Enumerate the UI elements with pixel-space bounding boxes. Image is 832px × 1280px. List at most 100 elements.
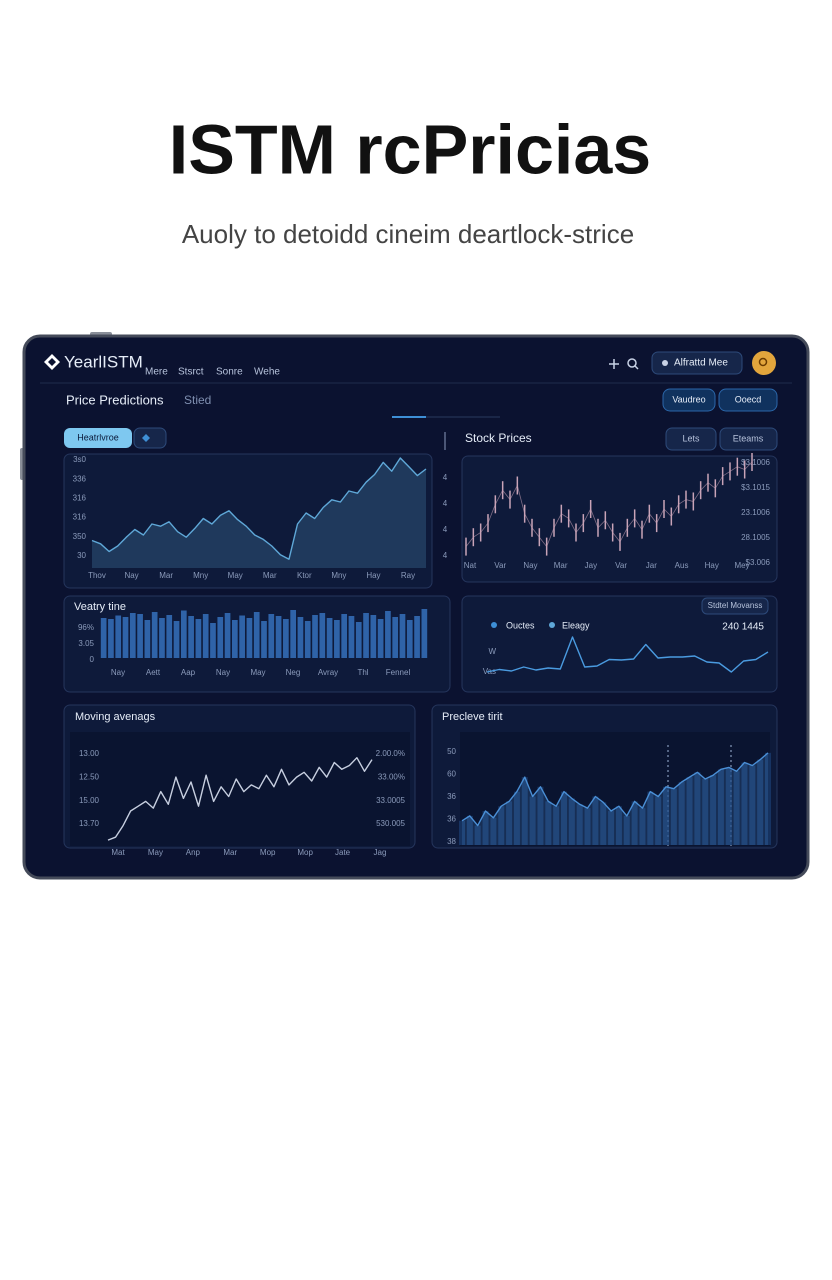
section-tab[interactable]: Stied	[184, 393, 211, 407]
y-tick-label: 3.05	[78, 639, 94, 648]
y-tick-label: 13.70	[79, 819, 100, 828]
y-tick-label: 33.0005	[376, 796, 405, 805]
x-tick-label: Jag	[374, 848, 387, 857]
add-icon[interactable]	[609, 359, 619, 369]
bar	[151, 612, 158, 658]
x-tick-label: Ray	[401, 571, 415, 580]
bar	[261, 621, 267, 658]
legend-swatch	[491, 622, 497, 628]
y-tick-label: 33.00%	[378, 772, 405, 781]
area-bar	[506, 801, 513, 845]
area-bar	[608, 811, 615, 845]
logo[interactable]: YearlISTM	[64, 352, 143, 371]
chart-panel	[63, 453, 433, 589]
line	[91, 457, 427, 560]
side-label: 4	[443, 551, 448, 560]
y-tick-label: $3.1015	[741, 483, 770, 492]
area-bar	[474, 825, 481, 845]
area-bar	[663, 786, 669, 845]
bar	[414, 616, 420, 658]
area-bar	[686, 777, 693, 845]
y-tick-label: 530.005	[376, 819, 405, 828]
bar	[180, 610, 187, 658]
x-tick-label: Mop	[297, 848, 313, 857]
bar	[100, 618, 107, 658]
button[interactable]	[719, 427, 778, 451]
y-tick-label: 13.00	[79, 749, 100, 758]
bar	[275, 616, 282, 658]
x-tick-label: Mop	[260, 848, 276, 857]
x-tick-label: Mat	[111, 848, 125, 857]
page-title: ISTM rcPricias	[169, 110, 651, 188]
search-box[interactable]	[651, 351, 743, 375]
y-tick-label: 28.1005	[741, 533, 770, 542]
area-bar	[521, 777, 528, 845]
area-bar	[757, 759, 764, 845]
stat-value: 240 1445	[722, 622, 764, 633]
area-bar	[694, 772, 701, 845]
x-tick-label: Hay	[705, 561, 719, 570]
x-tick-label: Var	[615, 561, 627, 570]
tag[interactable]	[701, 597, 769, 615]
bar	[283, 619, 289, 658]
area-bar	[584, 808, 591, 845]
area-bar	[623, 815, 630, 845]
side-label: 4	[443, 473, 448, 482]
bar	[137, 614, 143, 658]
page-subtitle: Auoly to detoidd cineim deartlock-strice	[182, 219, 634, 249]
bar	[385, 611, 391, 658]
nav-item[interactable]: Sonre	[216, 367, 243, 378]
x-tick-label: Ktor	[297, 571, 312, 580]
x-tick-label: Hay	[366, 571, 380, 580]
nav-item[interactable]: Mere	[145, 367, 168, 378]
x-tick-label: Aap	[181, 668, 196, 677]
x-tick-label: Fennel	[386, 668, 411, 677]
search-icon[interactable]	[627, 358, 637, 368]
area-bar	[529, 796, 536, 845]
area-bar	[482, 811, 489, 845]
y-tick-label: 96%	[78, 623, 94, 632]
chart-panel	[461, 595, 778, 693]
y-tick-label: $3.006	[746, 558, 771, 567]
area-bar	[655, 796, 662, 845]
area-bar	[725, 767, 732, 845]
bar	[297, 617, 304, 658]
tag-label: Heatrlvroe	[77, 432, 119, 442]
area-bar	[647, 791, 654, 845]
bar	[159, 618, 165, 658]
y-tick-label: 0	[90, 655, 95, 664]
nav-item[interactable]: Stsrct	[178, 367, 204, 378]
line	[461, 752, 769, 827]
x-tick-label: Mar	[554, 561, 568, 570]
x-tick-label: Mar	[159, 571, 173, 580]
area-bar	[466, 815, 473, 845]
area-bar	[592, 796, 599, 845]
side-label: 4	[443, 525, 448, 534]
bar	[334, 620, 340, 658]
y-tick-label: W	[488, 647, 496, 656]
y-tick-label: 38	[447, 837, 456, 846]
bar	[166, 615, 173, 658]
tag-icon	[142, 434, 150, 442]
avatar[interactable]	[752, 351, 776, 375]
button[interactable]	[662, 388, 716, 412]
area-bar	[717, 769, 724, 845]
button[interactable]	[718, 388, 778, 412]
bar	[290, 610, 296, 658]
area-bar	[765, 752, 771, 845]
button[interactable]	[665, 427, 717, 451]
nav-item[interactable]: Wehe	[254, 367, 280, 378]
x-tick-label: Mey	[734, 561, 749, 570]
x-tick-label: Nat	[464, 561, 477, 570]
x-tick-label: Mar	[223, 848, 237, 857]
area-bar	[553, 806, 560, 845]
bar	[246, 618, 253, 658]
area-bar	[670, 788, 677, 845]
tag[interactable]	[64, 428, 132, 448]
area-bar	[545, 801, 552, 845]
bar	[253, 612, 260, 658]
logo-icon-inner	[48, 358, 56, 366]
search-icon-handle	[634, 365, 639, 370]
bar	[239, 615, 245, 658]
